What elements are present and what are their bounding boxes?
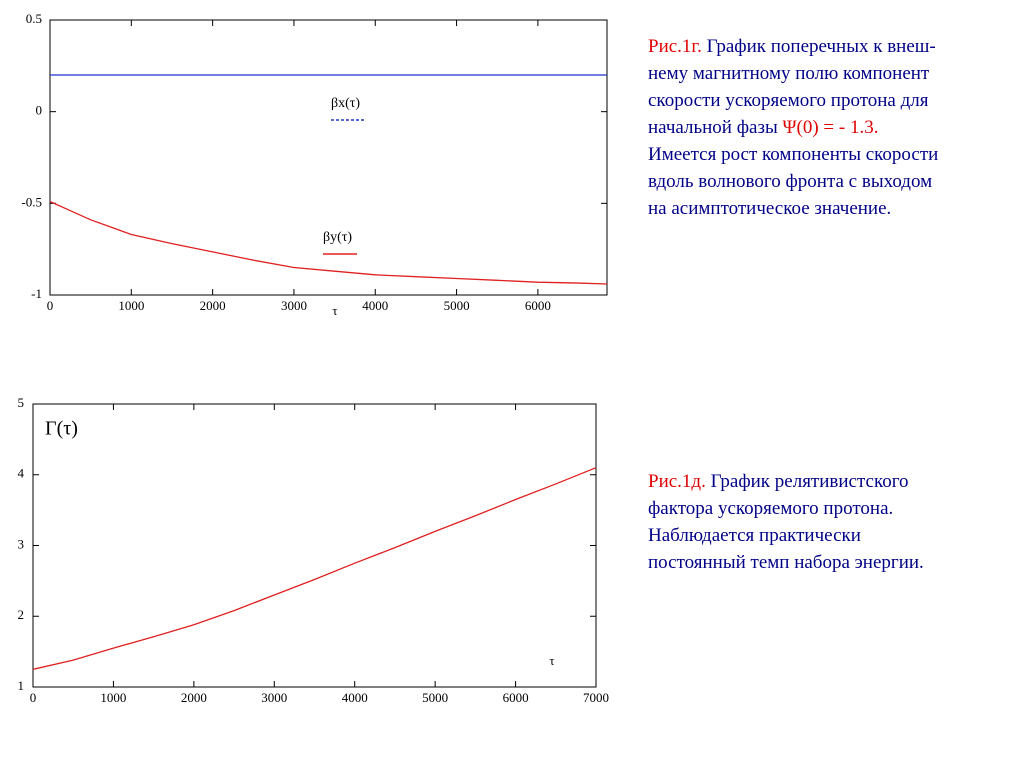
caption-text: Наблюдается практически	[648, 525, 861, 546]
y-tick-label: 0	[36, 103, 43, 118]
x-tick-label: 4000	[342, 690, 368, 705]
caption-line: Рис.1д. График релятивистского	[648, 468, 924, 495]
legend-label: βy(τ)	[323, 230, 352, 245]
y-tick-label: 1	[18, 678, 25, 693]
caption-line: скорости ускоряемого протона для	[648, 87, 938, 114]
x-axis-label: τ	[549, 653, 554, 668]
caption-text: Имеется рост компоненты скорости	[648, 144, 939, 165]
caption-line: Рис.1г. График поперечных к внеш-	[648, 33, 938, 60]
series-line	[32, 467, 597, 670]
caption-text: вдоль волнового фронта с выходом	[648, 171, 933, 192]
caption-2: Рис.1д. График релятивистского фактора у…	[648, 468, 924, 576]
y-tick-label: 4	[18, 466, 25, 481]
x-tick-label: 5000	[422, 690, 448, 705]
x-tick-label: 2000	[181, 690, 207, 705]
y-tick-label: -0.5	[21, 194, 42, 209]
caption-line: нему магнитному полю компонент	[648, 60, 938, 87]
x-tick-label: 1000	[118, 298, 144, 313]
x-tick-label: 6000	[525, 298, 551, 313]
x-tick-label: 3000	[281, 298, 307, 313]
plot-frame	[32, 403, 597, 688]
x-axis-label: τ	[332, 303, 337, 318]
x-tick-label: 7000	[583, 690, 609, 705]
y-tick-label: 2	[18, 607, 25, 622]
caption-text: на асимптотическое значение.	[648, 198, 892, 219]
y-tick-label: 5	[18, 395, 25, 410]
caption-text: График релятивистского	[705, 471, 909, 492]
caption-text: График поперечных к внеш-	[701, 36, 936, 57]
caption-line: вдоль волнового фронта с выходом	[648, 168, 938, 195]
legend-label: Γ(τ)	[45, 418, 78, 440]
x-tick-label: 1000	[100, 690, 126, 705]
caption-line: начальной фазы Ψ(0) = - 1.3.	[648, 114, 938, 141]
caption-line: на асимптотическое значение.	[648, 195, 938, 222]
caption-label: Рис.1г.	[648, 36, 702, 57]
caption-line: Наблюдается практически	[648, 522, 924, 549]
y-tick-label: 0.5	[26, 11, 42, 26]
y-tick-label: 3	[18, 536, 25, 551]
caption-text: начальной фазы	[648, 117, 783, 138]
caption-text: фактора ускоряемого протона.	[648, 498, 894, 519]
plot-frame	[49, 19, 608, 296]
y-tick-label: -1	[31, 286, 42, 301]
caption-line: Имеется рост компоненты скорости	[648, 141, 938, 168]
caption-text: постоянный темп набора энергии.	[648, 552, 924, 573]
x-tick-label: 0	[47, 298, 54, 313]
x-tick-label: 2000	[200, 298, 226, 313]
x-tick-label: 0	[30, 690, 37, 705]
caption-line: фактора ускоряемого протона.	[648, 495, 924, 522]
legend-label: βx(τ)	[331, 96, 360, 111]
series-line	[49, 200, 608, 285]
caption-text: нему магнитному полю компонент	[648, 63, 930, 84]
caption-label: Рис.1д.	[648, 471, 706, 492]
x-tick-label: 6000	[503, 690, 529, 705]
caption-highlight: Ψ(0) = - 1.3.	[782, 117, 879, 138]
caption-1: Рис.1г. График поперечных к внеш- нему м…	[648, 33, 938, 222]
caption-text: скорости ускоряемого протона для	[648, 90, 929, 111]
x-tick-label: 3000	[261, 690, 287, 705]
x-tick-label: 5000	[444, 298, 470, 313]
caption-line: постоянный темп набора энергии.	[648, 549, 924, 576]
x-tick-label: 4000	[362, 298, 388, 313]
